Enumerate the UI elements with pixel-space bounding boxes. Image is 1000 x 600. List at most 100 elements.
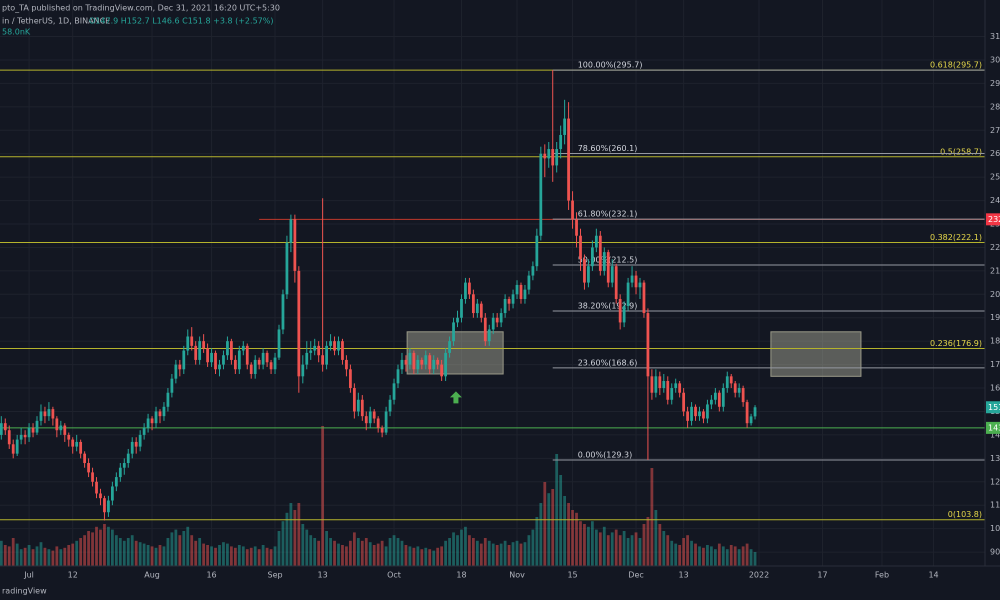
x-tick-label: Oct: [387, 571, 401, 580]
candle-body: [360, 399, 364, 417]
y-tick-label: 130: [990, 454, 1000, 463]
retracement-label: 100.00%(295.7): [578, 61, 643, 70]
volume-bar: [674, 543, 678, 566]
candle-body: [523, 289, 527, 299]
candle-body: [150, 418, 154, 424]
symbol: in / TetherUS, 1D, BINANCE: [2, 17, 110, 26]
fib-label: 0.5(258.7): [940, 147, 982, 156]
volume-bar: [230, 546, 233, 566]
candle-body: [686, 411, 689, 421]
volume-bar: [745, 543, 749, 566]
volume-bar: [583, 524, 586, 566]
volume-bar: [47, 549, 51, 566]
volume-bar: [142, 543, 146, 566]
candle-body: [725, 376, 729, 389]
volume-bar: [448, 538, 451, 566]
volume-bar: [329, 538, 332, 566]
fib-label: 0.382(222.1): [930, 233, 982, 242]
candle-body: [392, 383, 396, 400]
candle-body: [202, 341, 206, 349]
candle-body: [753, 407, 757, 417]
volume-bar: [694, 543, 697, 566]
candle-body: [487, 329, 491, 342]
price-badge: [986, 213, 1000, 226]
candle-body: [79, 441, 83, 454]
y-tick-label: 90: [990, 548, 1000, 557]
candle-body: [559, 134, 563, 150]
candle-body: [309, 350, 313, 353]
volume-bar: [376, 543, 380, 566]
candle-body: [444, 352, 447, 377]
candle-body: [321, 355, 325, 365]
candle-body: [368, 411, 372, 424]
candle-body: [460, 298, 463, 318]
volume-bar: [170, 532, 174, 566]
candle-body: [19, 434, 23, 440]
candle-body: [531, 266, 535, 276]
volume-bar: [289, 503, 293, 566]
candle-body: [39, 411, 43, 421]
volume-bar: [325, 531, 328, 566]
volume-bar: [87, 531, 90, 566]
candle-body: [51, 409, 55, 419]
axes: [0, 0, 1000, 567]
y-tick-label: 140: [990, 430, 1000, 439]
candle-body: [404, 359, 408, 365]
volume-bar: [460, 529, 463, 566]
candle-body: [285, 242, 289, 295]
volume-bar: [388, 538, 392, 566]
volume-bar: [154, 547, 158, 566]
volume-bar: [626, 538, 630, 566]
volume-bar: [571, 510, 574, 566]
volume-bar: [333, 540, 336, 566]
candle-body: [158, 411, 162, 417]
volume-bar: [257, 549, 261, 566]
volume-bar: [710, 546, 713, 566]
volume-bar: [495, 545, 499, 566]
volume-bar: [7, 546, 11, 566]
candle-body: [7, 430, 11, 445]
candle-body: [261, 352, 265, 365]
candle-body: [428, 355, 432, 370]
volume-bar: [618, 535, 622, 566]
volume-bar: [706, 545, 709, 566]
volume-bar: [297, 503, 301, 566]
volume-bar: [214, 547, 217, 566]
candle-body: [749, 416, 753, 424]
candle-body: [245, 345, 249, 365]
volume-bar: [717, 543, 721, 566]
candle-body: [606, 252, 610, 283]
candle-body: [110, 486, 114, 501]
candle-body: [122, 463, 126, 468]
volume-bar: [690, 540, 693, 566]
volume-bar: [51, 550, 55, 566]
candle-body: [471, 294, 475, 314]
candle-body: [31, 427, 35, 433]
volume-bar: [622, 531, 626, 566]
x-tick-label: 18: [456, 571, 466, 580]
candle-body: [230, 341, 233, 360]
candle-body: [170, 378, 174, 393]
candle-body: [293, 219, 297, 271]
publisher: pto_TA published on TradingView.com, Dec…: [2, 4, 280, 13]
candle-body: [702, 411, 705, 419]
volume-bar: [563, 496, 567, 566]
candle-body: [356, 399, 360, 412]
candle-body: [499, 313, 503, 323]
candle-body: [710, 399, 713, 405]
candle-body: [400, 359, 404, 370]
volume-bar: [356, 538, 360, 566]
candle-body: [75, 441, 79, 447]
volume-bar: [702, 547, 705, 566]
volume-bar: [372, 545, 376, 566]
candle-body: [630, 275, 634, 283]
volume-bar: [456, 535, 459, 566]
volume-bar: [67, 545, 71, 566]
volume-bar: [317, 540, 321, 566]
candle-body: [511, 294, 515, 304]
candle-body: [198, 341, 202, 360]
volume-bar: [614, 529, 618, 566]
candle-body: [654, 376, 658, 393]
candle-body: [35, 420, 39, 433]
